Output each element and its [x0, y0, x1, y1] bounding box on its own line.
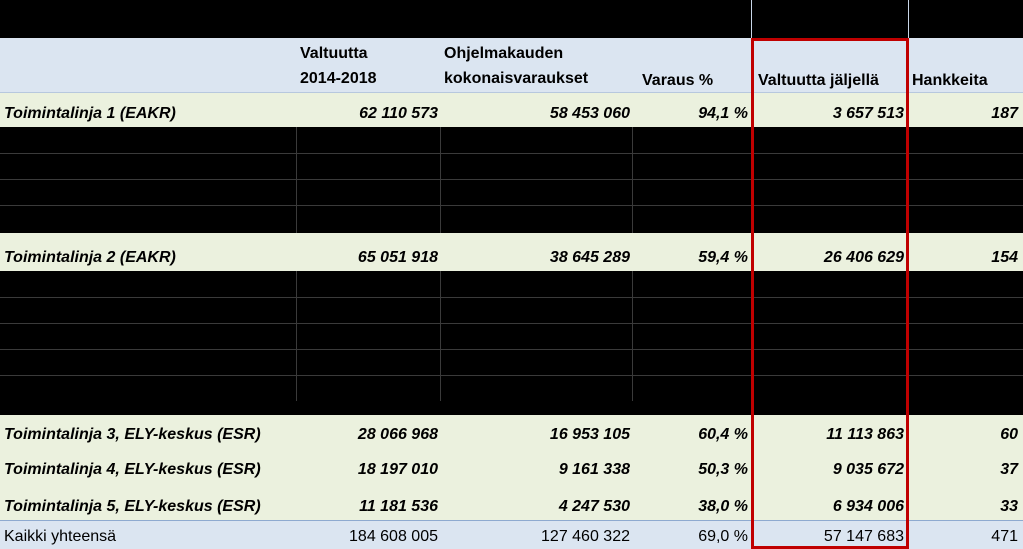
total-top-rule [0, 520, 1023, 521]
header-jaljella: Valtuutta jäljellä [758, 72, 879, 89]
total-valtuutta: 184 608 005 [349, 528, 438, 545]
cell-valtuutta: 65 051 918 [357, 249, 438, 266]
column-divider [751, 38, 752, 549]
cell-varaukset: 38 645 289 [549, 249, 630, 266]
redacted-gridline [440, 127, 441, 233]
cell-jaljella: 6 934 006 [832, 498, 904, 515]
redacted-rows-2 [0, 271, 1023, 415]
cell-hankkeita: 60 [1000, 426, 1018, 443]
cell-varaukset: 4 247 530 [558, 498, 630, 515]
cell-varaus-pct: 59,4 % [698, 249, 748, 266]
redacted-gridline [296, 271, 297, 401]
row-label: Toimintalinja 5, ELY-keskus (ESR) [4, 498, 261, 515]
redacted-gridline [0, 153, 1023, 154]
cell-varaus-pct: 50,3 % [698, 461, 748, 478]
row-label: Toimintalinja 4, ELY-keskus (ESR) [4, 461, 261, 478]
redacted-gridline [440, 271, 441, 401]
redacted-gridline [0, 323, 1023, 324]
redacted-gridline [632, 271, 633, 401]
redacted-top-band [0, 0, 1023, 38]
cell-jaljella: 9 035 672 [832, 461, 904, 478]
table-row: Toimintalinja 3, ELY-keskus (ESR) 28 066… [0, 415, 1023, 448]
header-varaukset-line2: kokonaisvaraukset [444, 70, 589, 87]
header-valtuutta-line2: 2014-2018 [300, 70, 377, 87]
cell-varaus-pct: 94,1 % [698, 105, 748, 122]
cell-varaukset: 9 161 338 [558, 461, 630, 478]
redacted-gridline [0, 349, 1023, 350]
table-row: Toimintalinja 5, ELY-keskus (ESR) 11 181… [0, 483, 1023, 520]
redacted-rows-1 [0, 127, 1023, 233]
redacted-gridline [0, 179, 1023, 180]
cell-jaljella: 3 657 513 [832, 105, 904, 122]
header-hankkeita: Hankkeita [912, 72, 988, 89]
total-label: Kaikki yhteensä [4, 528, 117, 545]
redacted-gridline [632, 127, 633, 233]
cell-jaljella: 11 113 863 [826, 426, 904, 443]
row-label: Toimintalinja 3, ELY-keskus (ESR) [4, 426, 261, 443]
table-row: Toimintalinja 4, ELY-keskus (ESR) 18 197… [0, 448, 1023, 483]
table-row: Toimintalinja 2 (EAKR) 65 051 918 38 645… [0, 233, 1023, 271]
redacted-gridline [0, 297, 1023, 298]
cell-valtuutta: 18 197 010 [357, 461, 438, 478]
table-header: Valtuutta 2014-2018 Ohjelmakauden kokona… [0, 38, 1023, 92]
cell-varaukset: 58 453 060 [549, 105, 630, 122]
row-label: Toimintalinja 2 (EAKR) [4, 249, 176, 266]
redacted-gridline [296, 127, 297, 233]
column-divider [751, 0, 752, 38]
cell-varaukset: 16 953 105 [549, 426, 630, 443]
column-divider [908, 0, 909, 549]
cell-varaus-pct: 60,4 % [698, 426, 748, 443]
cell-varaus-pct: 38,0 % [698, 498, 748, 515]
redacted-gridline [0, 205, 1023, 206]
header-varaus-pct: Varaus % [642, 72, 714, 89]
cell-hankkeita: 33 [1000, 498, 1018, 515]
total-row: Kaikki yhteensä 184 608 005 127 460 322 … [0, 521, 1023, 549]
cell-valtuutta: 28 066 968 [357, 426, 438, 443]
row-label: Toimintalinja 1 (EAKR) [4, 105, 176, 122]
cell-jaljella: 26 406 629 [823, 249, 904, 266]
header-bottom-rule [0, 92, 1023, 93]
redacted-gridline [0, 375, 1023, 376]
header-valtuutta-line1: Valtuutta [300, 45, 368, 62]
total-varaukset: 127 460 322 [541, 528, 630, 545]
header-varaukset-line1: Ohjelmakauden [444, 45, 564, 62]
cell-hankkeita: 187 [991, 105, 1018, 122]
table-row: Toimintalinja 1 (EAKR) 62 110 573 58 453… [0, 93, 1023, 127]
cell-valtuutta: 11 181 536 [359, 498, 438, 515]
total-varaus-pct: 69,0 % [698, 528, 748, 545]
cell-valtuutta: 62 110 573 [359, 105, 438, 122]
cell-hankkeita: 37 [1000, 461, 1018, 478]
total-hankkeita: 471 [991, 528, 1018, 545]
total-jaljella: 57 147 683 [823, 528, 904, 545]
cell-hankkeita: 154 [991, 249, 1018, 266]
